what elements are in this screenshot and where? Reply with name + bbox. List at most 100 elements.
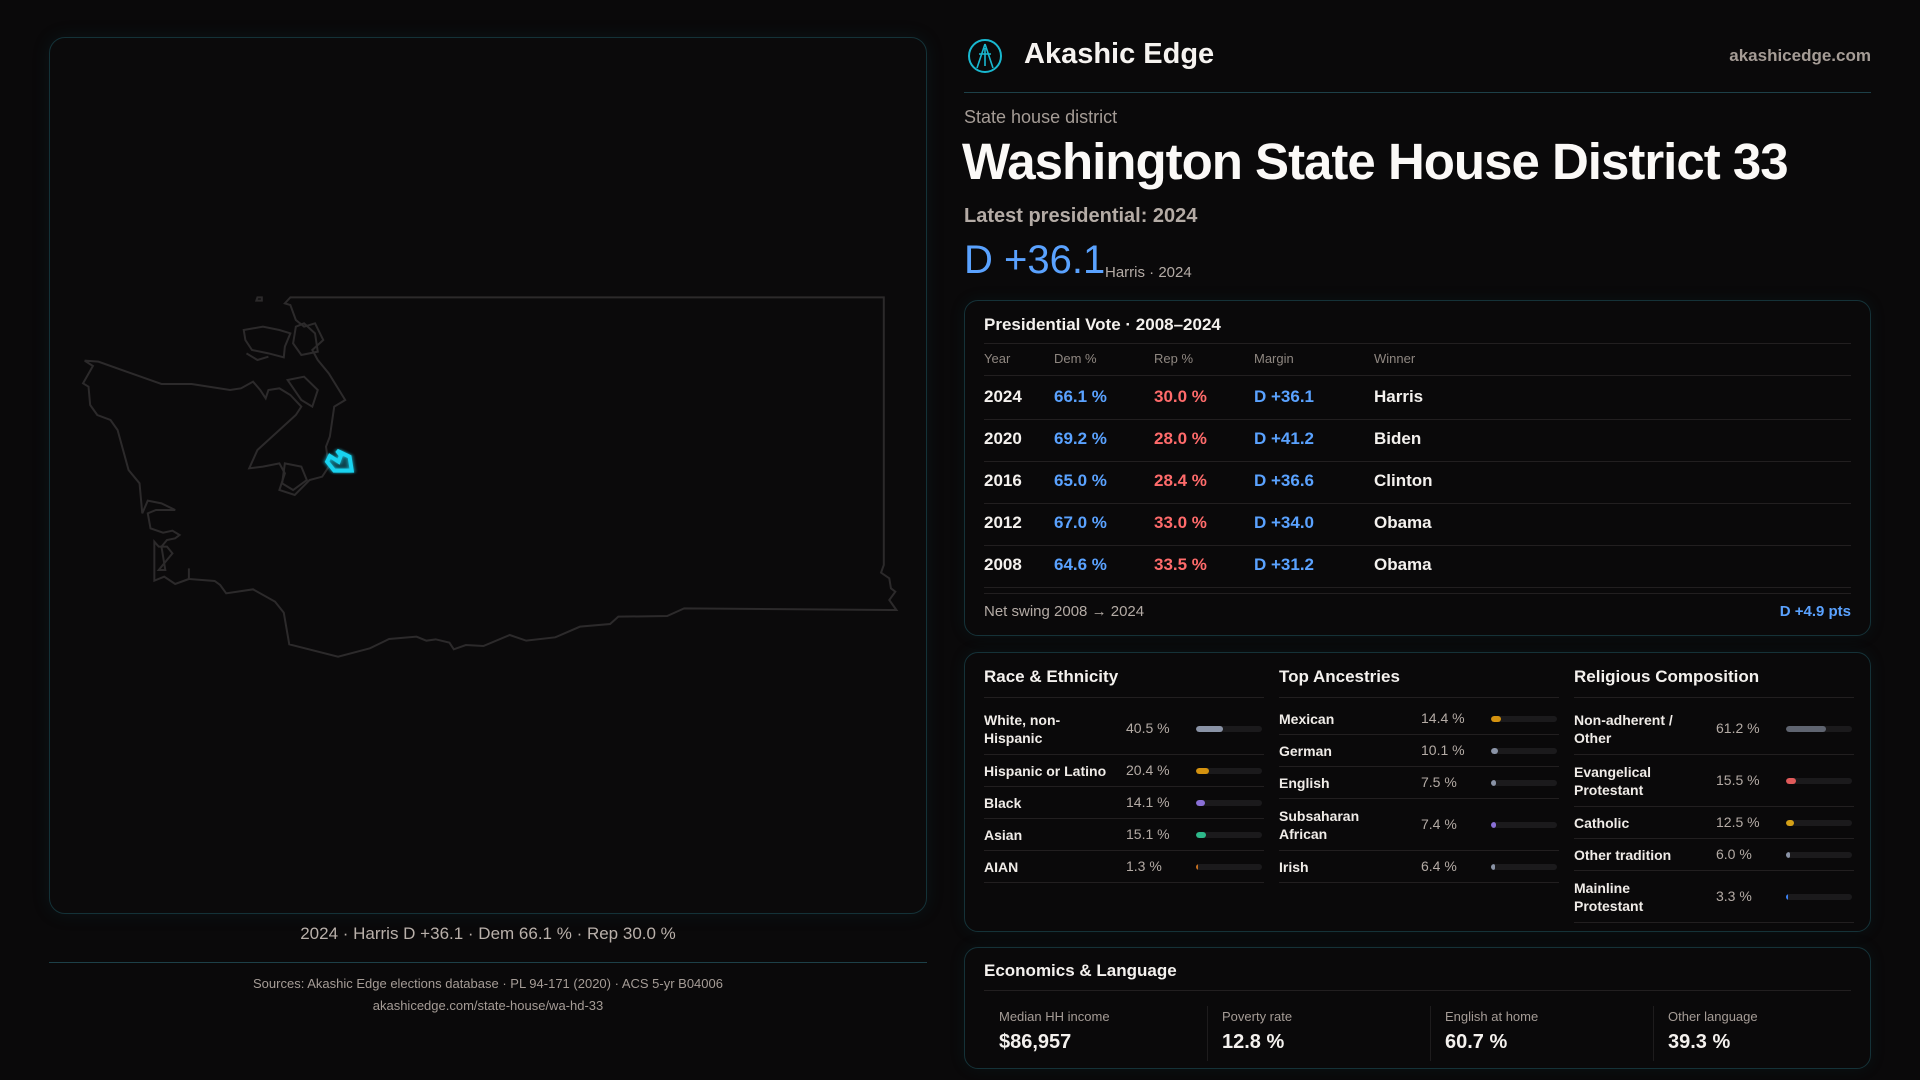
district-33-highlight[interactable]: [327, 451, 352, 471]
item-label: Catholic: [1574, 815, 1630, 831]
header-divider: [964, 92, 1871, 93]
row-divider: [1574, 838, 1854, 839]
column-divider: [1207, 1006, 1208, 1061]
district-kind: State house district: [964, 107, 1118, 127]
item-bar: [1786, 726, 1852, 732]
demographic-row: White, non-Hispanic 40.5 %: [984, 703, 1264, 755]
item-label: Asian: [984, 827, 1023, 843]
sources-footer: Sources: Akashic Edge elections database…: [49, 962, 927, 1017]
stat-label: Median HH income: [999, 1009, 1110, 1024]
column-divider: [1430, 1006, 1431, 1061]
item-label: Mexican: [1279, 711, 1335, 727]
demographic-row: Subsaharan African 7.4 %: [1279, 799, 1559, 851]
row-divider: [1574, 870, 1854, 871]
presidential-vote-card: Presidential Vote · 2008–2024 Year Dem % R…: [964, 300, 1871, 636]
latest-presidential: Latest presidential: 2024: [964, 205, 1198, 227]
card-title: Economics & Language: [984, 961, 1177, 980]
cell-year: 2016: [984, 471, 1022, 490]
table-row: 2020 69.2 % 28.0 % D +41.2 Biden: [965, 427, 1870, 469]
divider: [984, 990, 1851, 991]
cell-year: 2008: [984, 555, 1022, 574]
cell-winner: Harris: [1374, 387, 1424, 406]
demographic-row: Black 14.1 %: [984, 787, 1264, 819]
demographic-section: Race & Ethnicity White, non-Hispanic 40.5 …: [984, 653, 1264, 931]
page-url[interactable]: akashicedge.com/state-house/wa-hd-33: [372, 998, 604, 1013]
column-header: Margin: [1254, 351, 1294, 366]
stat-value: 12.8 %: [1222, 1031, 1285, 1053]
divider: [1279, 697, 1559, 698]
cell-winner: Obama: [1374, 555, 1432, 574]
item-bar-fill: [1786, 726, 1827, 732]
item-bar: [1196, 832, 1262, 838]
cell-dem: 67.0 %: [1054, 513, 1107, 532]
cell-winner: Obama: [1374, 513, 1432, 532]
cell-year: 2024: [984, 387, 1022, 406]
cell-rep: 28.4 %: [1154, 471, 1207, 490]
item-label: German: [1279, 743, 1332, 759]
item-value: 14.4 %: [1421, 710, 1465, 726]
demographic-row: Mainline Protestant 3.3 %: [1574, 871, 1854, 923]
cell-winner: Biden: [1374, 429, 1422, 448]
item-value: 6.4 %: [1421, 858, 1457, 874]
item-value: 7.5 %: [1421, 774, 1457, 790]
divider: [984, 593, 1851, 594]
column-divider: [1653, 1006, 1654, 1061]
divider: [984, 697, 1264, 698]
divider: [1574, 697, 1854, 698]
card-title: Presidential Vote · 2008–2024: [984, 315, 1221, 334]
table-row: 2012 67.0 % 33.0 % D +34.0 Obama: [965, 511, 1870, 553]
item-value: 7.4 %: [1421, 816, 1457, 832]
washington-map[interactable]: [60, 280, 920, 680]
item-value: 14.1 %: [1126, 794, 1170, 810]
net-swing-label: Net swing 2008 → 2024: [984, 603, 1145, 620]
item-bar-fill: [1491, 748, 1498, 754]
item-bar-fill: [1786, 820, 1795, 826]
item-bar-fill: [1491, 780, 1496, 786]
item-label: Non-adherent / Other: [1574, 712, 1673, 746]
state-outline: [83, 297, 896, 656]
stat-value: 60.7 %: [1445, 1031, 1508, 1053]
divider: [984, 375, 1851, 376]
item-label: Hispanic or Latino: [984, 763, 1107, 779]
stat-label: Poverty rate: [1222, 1009, 1293, 1024]
demographic-row: Asian 15.1 %: [984, 819, 1264, 851]
demographic-row: Mexican 14.4 %: [1279, 703, 1559, 735]
row-divider: [984, 850, 1264, 851]
item-bar-fill: [1196, 832, 1206, 838]
item-bar-fill: [1196, 726, 1223, 732]
demographic-row: Hispanic or Latino 20.4 %: [984, 755, 1264, 787]
item-bar-fill: [1491, 716, 1501, 722]
cell-margin: D +36.1: [1254, 387, 1315, 406]
row-divider: [984, 545, 1851, 546]
item-label: Mainline Protestant: [1574, 880, 1644, 914]
item-bar: [1786, 852, 1852, 858]
cell-margin: D +31.2: [1254, 555, 1315, 574]
demographic-row: German 10.1 %: [1279, 735, 1559, 767]
headline-margin-subtitle: Harris · 2024: [1105, 264, 1192, 281]
map-panel[interactable]: [49, 37, 927, 914]
demographics-card: Race & Ethnicity White, non-Hispanic 40.5 …: [964, 652, 1871, 932]
item-bar: [1491, 864, 1557, 870]
stat-label: English at home: [1445, 1009, 1539, 1024]
brand-name: Akashic Edge: [1024, 38, 1215, 70]
row-divider: [984, 461, 1851, 462]
item-bar: [1491, 780, 1557, 786]
item-bar-fill: [1786, 778, 1797, 784]
row-divider: [984, 419, 1851, 420]
demographic-row: Catholic 12.5 %: [1574, 807, 1854, 839]
brand-url-link[interactable]: akashicedge.com: [1729, 46, 1871, 65]
cell-rep: 33.5 %: [1154, 555, 1207, 574]
column-header: Year: [984, 351, 1011, 366]
stat-value: $86,957: [999, 1031, 1072, 1053]
cell-dem: 65.0 %: [1054, 471, 1107, 490]
item-bar: [1786, 894, 1852, 900]
cell-margin: D +36.6: [1254, 471, 1315, 490]
column-header: Rep %: [1154, 351, 1194, 366]
item-label: Other tradition: [1574, 847, 1672, 863]
table-row: 2008 64.6 % 33.5 % D +31.2 Obama: [965, 553, 1870, 595]
item-value: 10.1 %: [1421, 742, 1465, 758]
item-value: 40.5 %: [1126, 720, 1170, 736]
row-divider: [984, 786, 1264, 787]
demographic-row: AIAN 1.3 %: [984, 851, 1264, 883]
item-bar: [1196, 768, 1262, 774]
